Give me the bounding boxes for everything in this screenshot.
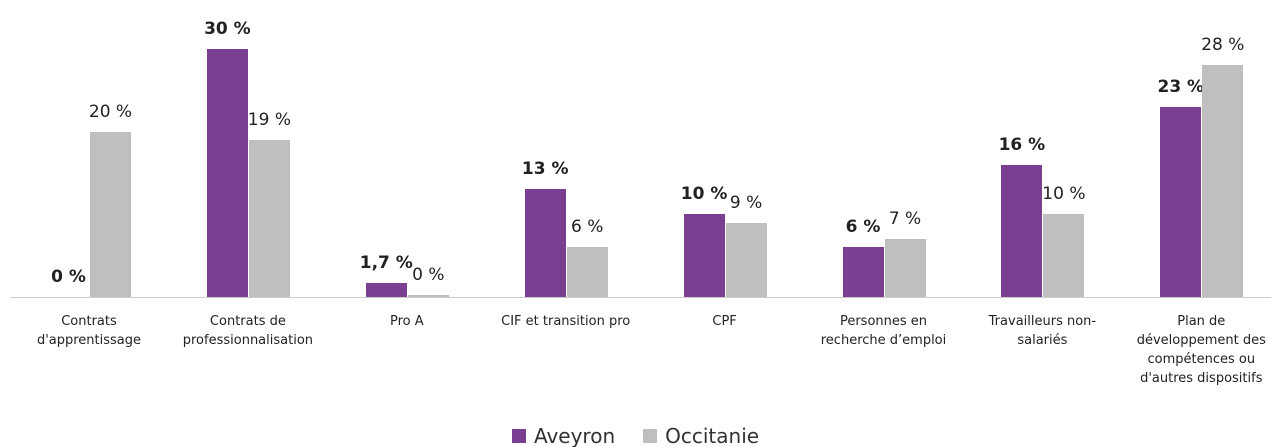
x-tick-label: Personnes en recherche d’emploi — [820, 314, 947, 348]
value-label: 1,7 % — [359, 252, 413, 273]
x-tick-label: CIF et transition pro — [501, 314, 631, 329]
bar — [524, 189, 566, 297]
value-label: 6 % — [845, 217, 881, 238]
bar — [566, 247, 608, 297]
value-label: 20 % — [88, 101, 133, 122]
bar — [842, 247, 884, 297]
value-label: 0 % — [412, 264, 445, 285]
bar — [884, 239, 926, 297]
legend-label: Aveyron — [533, 424, 616, 447]
x-tick-label: Pro A — [389, 314, 424, 329]
legend-swatch — [511, 429, 526, 443]
value-label: 13 % — [521, 159, 569, 180]
x-tick-label: Contrats de professionnalisation — [182, 314, 314, 348]
bar — [725, 222, 767, 297]
value-label: 30 % — [204, 18, 251, 39]
value-label: 10 % — [680, 184, 728, 205]
bar — [1160, 106, 1202, 297]
value-label: 19 % — [247, 109, 291, 130]
bar — [1001, 164, 1043, 297]
x-tick-label: CPF — [712, 314, 737, 329]
value-label: 9 % — [729, 192, 763, 213]
bar — [407, 294, 449, 297]
bar — [365, 282, 407, 297]
value-label: 6 % — [571, 217, 604, 238]
x-tick-label: Travailleurs non-salariés — [988, 314, 1097, 348]
bar — [248, 139, 290, 297]
baseline — [10, 297, 1271, 298]
value-label: 23 % — [1157, 76, 1205, 97]
bar — [1202, 65, 1244, 297]
value-label: 0 % — [51, 267, 86, 287]
legend-swatch — [643, 429, 658, 443]
bar — [683, 214, 725, 297]
bar — [1043, 214, 1085, 297]
value-label: 10 % — [1042, 184, 1086, 205]
legend-item: Aveyron — [511, 424, 616, 447]
value-label: 28 % — [1201, 35, 1245, 56]
value-label: 16 % — [998, 134, 1046, 155]
legend-label: Occitanie — [665, 424, 760, 447]
legend: Aveyron Occitanie — [0, 424, 1271, 447]
x-tick-label: Plan de développement des compétences ou… — [1136, 314, 1266, 386]
x-tick-label: Contrats d'apprentissage — [36, 314, 142, 348]
value-label: 7 % — [888, 209, 922, 230]
bar — [206, 48, 248, 297]
bar — [90, 131, 131, 297]
legend-item: Occitanie — [643, 424, 759, 447]
